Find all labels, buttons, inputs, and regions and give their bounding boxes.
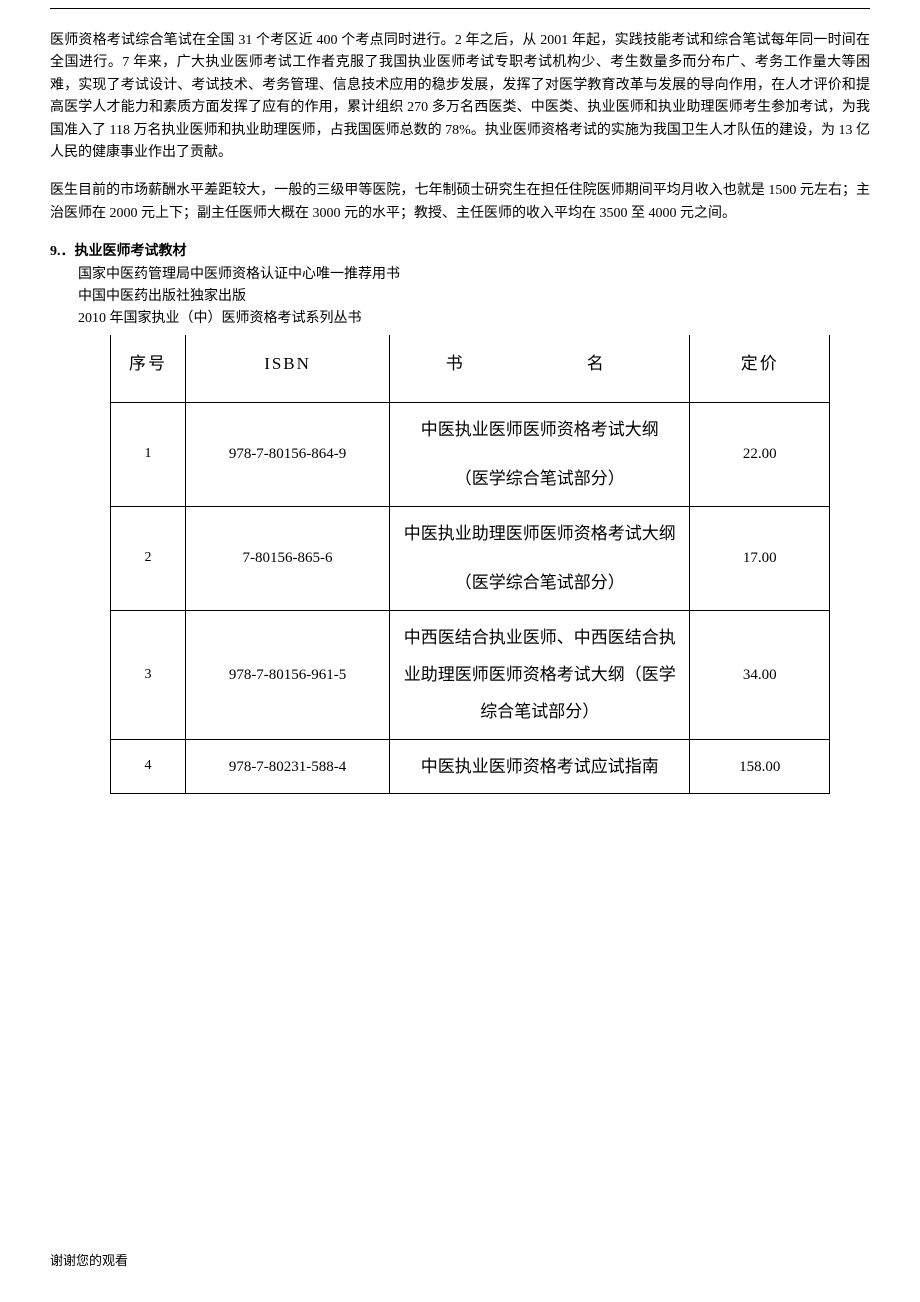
th-price: 定价 <box>690 335 830 403</box>
table-row: 1 978-7-80156-864-9 中医执业医师医师资格考试大纲 （医学综合… <box>111 403 830 507</box>
table-row: 2 7-80156-865-6 中医执业助理医师医师资格考试大纲 （医学综合笔试… <box>111 506 830 610</box>
cell-name: 中医执业医师医师资格考试大纲 （医学综合笔试部分） <box>390 403 690 507</box>
cell-seq: 3 <box>111 610 186 739</box>
sub-line-2: 中国中医药出版社独家出版 <box>78 286 870 308</box>
paragraph-2: 医生目前的市场薪酬水平差距较大，一般的三级甲等医院，七年制硕士研究生在担任住院医… <box>50 180 870 225</box>
name-main: 中西医结合执业医师、中西医结合执业助理医师医师资格考试大纲（医学综合笔试部分） <box>402 619 677 731</box>
cell-name: 中西医结合执业医师、中西医结合执业助理医师医师资格考试大纲（医学综合笔试部分） <box>390 610 690 739</box>
cell-seq: 4 <box>111 739 186 793</box>
cell-isbn: 978-7-80231-588-4 <box>186 739 390 793</box>
cell-name: 中医执业医师资格考试应试指南 <box>390 739 690 793</box>
cell-price: 34.00 <box>690 610 830 739</box>
paragraph-1: 医师资格考试综合笔试在全国 31 个考区近 400 个考点同时进行。2 年之后，… <box>50 30 870 164</box>
sub-line-1: 国家中医药管理局中医师资格认证中心唯一推荐用书 <box>78 264 870 286</box>
cell-price: 22.00 <box>690 403 830 507</box>
table-header-row: 序号 ISBN 书 名 定价 <box>111 335 830 403</box>
name-main: 中医执业医师资格考试应试指南 <box>402 748 677 785</box>
table-row: 3 978-7-80156-961-5 中西医结合执业医师、中西医结合执业助理医… <box>111 610 830 739</box>
cell-isbn: 978-7-80156-864-9 <box>186 403 390 507</box>
name-sub: （医学综合笔试部分） <box>402 460 677 497</box>
name-main: 中医执业助理医师医师资格考试大纲 <box>402 515 677 552</box>
footer-text: 谢谢您的观看 <box>50 1251 128 1272</box>
table-row: 4 978-7-80231-588-4 中医执业医师资格考试应试指南 158.0… <box>111 739 830 793</box>
name-sub: （医学综合笔试部分） <box>402 564 677 601</box>
sub-line-3: 2010 年国家执业（中）医师资格考试系列丛书 <box>78 308 870 330</box>
cell-isbn: 7-80156-865-6 <box>186 506 390 610</box>
th-isbn: ISBN <box>186 335 390 403</box>
th-name: 书 名 <box>390 335 690 403</box>
cell-price: 158.00 <box>690 739 830 793</box>
book-table: 序号 ISBN 书 名 定价 1 978-7-80156-864-9 中医执业医… <box>110 335 830 795</box>
cell-price: 17.00 <box>690 506 830 610</box>
th-seq: 序号 <box>111 335 186 403</box>
section-title: 9.．执业医师考试教材 <box>50 241 870 263</box>
name-main: 中医执业医师医师资格考试大纲 <box>402 411 677 448</box>
cell-name: 中医执业助理医师医师资格考试大纲 （医学综合笔试部分） <box>390 506 690 610</box>
cell-seq: 2 <box>111 506 186 610</box>
top-border <box>50 8 870 9</box>
cell-seq: 1 <box>111 403 186 507</box>
cell-isbn: 978-7-80156-961-5 <box>186 610 390 739</box>
